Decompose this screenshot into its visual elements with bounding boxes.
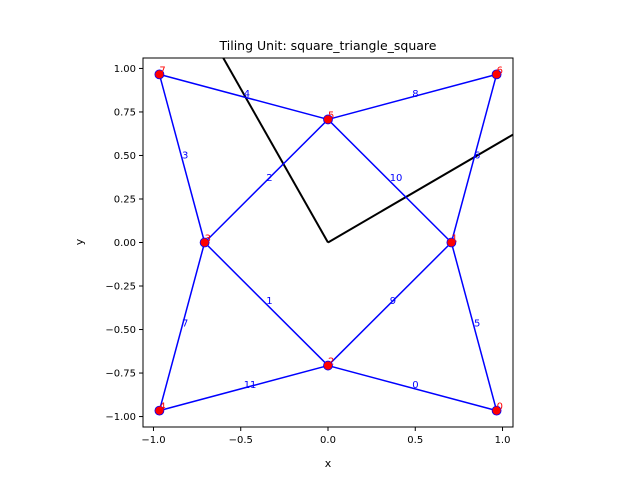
vertex-7 — [154, 69, 165, 80]
y-tick-label-1: −0.75 — [105, 369, 136, 380]
x-tick-label-4: 1.0 — [495, 435, 511, 446]
edge-label-5: 5 — [474, 319, 480, 330]
edge-label-7: 7 — [182, 319, 188, 330]
y-tick-label-0: −1.00 — [105, 412, 136, 423]
vertex-4 — [154, 405, 165, 416]
vertex-5 — [323, 114, 333, 125]
vertex-6 — [491, 69, 502, 80]
x-axis-label: x — [325, 457, 332, 470]
edge-9 — [327, 241, 452, 367]
data-layer — [154, 58, 513, 416]
edge-8 — [327, 73, 497, 121]
edge-10 — [327, 118, 452, 244]
edge-label-2: 2 — [266, 173, 272, 184]
edge-2 — [204, 118, 329, 244]
edge-label-9: 9 — [390, 296, 396, 307]
edge-1 — [204, 241, 329, 367]
edge-label-6: 6 — [474, 150, 480, 161]
plot-area: 0 1 2 3 4 5 6 7 8 9 10 11 0 1 2 3 4 5 6 7 −1.0 −0.5 0.0 0.5 1.0 −… — [105, 57, 514, 446]
vertex-1 — [446, 237, 457, 248]
x-tick-label-0: −1.0 — [141, 435, 165, 446]
x-tick-label-2: 0.0 — [320, 435, 336, 446]
edge-6 — [450, 74, 498, 243]
y-tick-label-3: −0.25 — [105, 282, 136, 293]
vertex-label-7: 7 — [159, 65, 165, 76]
edge-4 — [159, 73, 329, 121]
vertex-0 — [491, 405, 502, 416]
x-tick-label-1: −0.5 — [229, 435, 253, 446]
edge-7 — [158, 242, 206, 411]
edge-3 — [158, 74, 206, 243]
vertex-label-6: 6 — [497, 65, 503, 76]
edge-label-0: 0 — [412, 380, 418, 391]
chart-title: Tiling Unit: square_triangle_square — [219, 38, 437, 53]
vertex-2 — [323, 360, 333, 371]
y-tick-label-8: 1.00 — [114, 64, 136, 75]
y-axis-label: y — [73, 238, 86, 245]
vertex-label-0: 0 — [497, 402, 503, 413]
y-tick-label-2: −0.50 — [105, 325, 136, 336]
vertex-label-1: 1 — [451, 234, 457, 245]
edge-label-8: 8 — [412, 89, 418, 100]
edge-label-4: 4 — [244, 89, 250, 100]
vertex-label-5: 5 — [328, 110, 334, 121]
edge-5 — [450, 242, 498, 411]
y-tick-label-7: 0.75 — [114, 107, 136, 118]
guide-line-0 — [222, 58, 329, 243]
edge-11 — [159, 364, 329, 412]
x-tick-label-3: 0.5 — [407, 435, 423, 446]
vertex-label-2: 2 — [328, 357, 334, 368]
edge-label-1: 1 — [266, 296, 272, 307]
y-tick-label-6: 0.50 — [114, 151, 136, 162]
guide-line-1 — [327, 133, 513, 244]
vertex-label-4: 4 — [159, 402, 165, 413]
edge-label-10: 10 — [390, 173, 403, 184]
edge-label-11: 11 — [244, 380, 257, 391]
edge-0 — [327, 364, 497, 412]
vertex-label-3: 3 — [205, 234, 211, 245]
vertex-3 — [199, 237, 210, 248]
edge-label-3: 3 — [182, 150, 188, 161]
y-tick-label-4: 0.00 — [114, 238, 136, 249]
y-tick-label-5: 0.25 — [114, 194, 136, 205]
